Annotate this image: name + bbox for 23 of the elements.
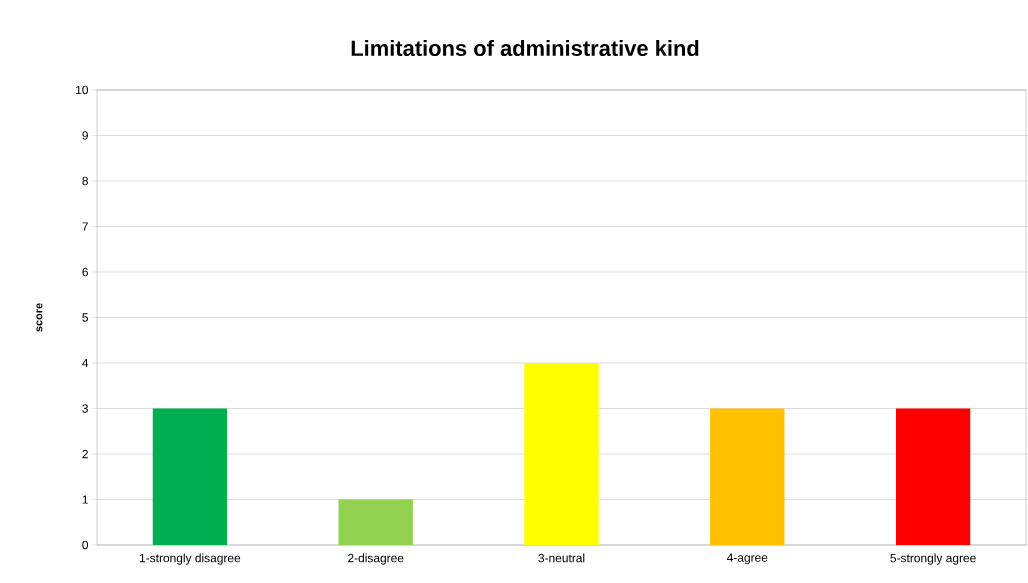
bar <box>895 408 971 545</box>
x-tick-label: 2-disagree <box>348 553 404 565</box>
x-tick-label: 1-strongly disagree <box>139 553 241 565</box>
x-tick-label: 3-neutral <box>538 553 585 563</box>
y-tick-label: 10 <box>76 85 89 95</box>
bar <box>524 363 599 545</box>
chart-title: Limitations of administrative kind <box>351 39 699 57</box>
y-tick-label: 6 <box>82 267 88 277</box>
y-tick-label: 2 <box>82 449 88 459</box>
bar <box>710 408 785 545</box>
x-tick-label: 5-strongly agree <box>890 553 976 565</box>
y-tick-label: 8 <box>82 176 88 186</box>
y-tick-label: 9 <box>82 131 88 140</box>
y-tick-label: 0 <box>82 540 89 550</box>
y-axis-title: score <box>36 303 43 332</box>
x-tick-label: 4-agree <box>726 553 768 565</box>
bar <box>338 499 413 545</box>
bar <box>152 408 228 545</box>
y-tick-label: 5 <box>82 313 88 322</box>
y-tick-label: 1 <box>82 495 88 504</box>
y-tick-label: 4 <box>82 358 89 368</box>
y-tick-label: 7 <box>82 222 88 231</box>
y-tick-label: 3 <box>82 404 88 413</box>
